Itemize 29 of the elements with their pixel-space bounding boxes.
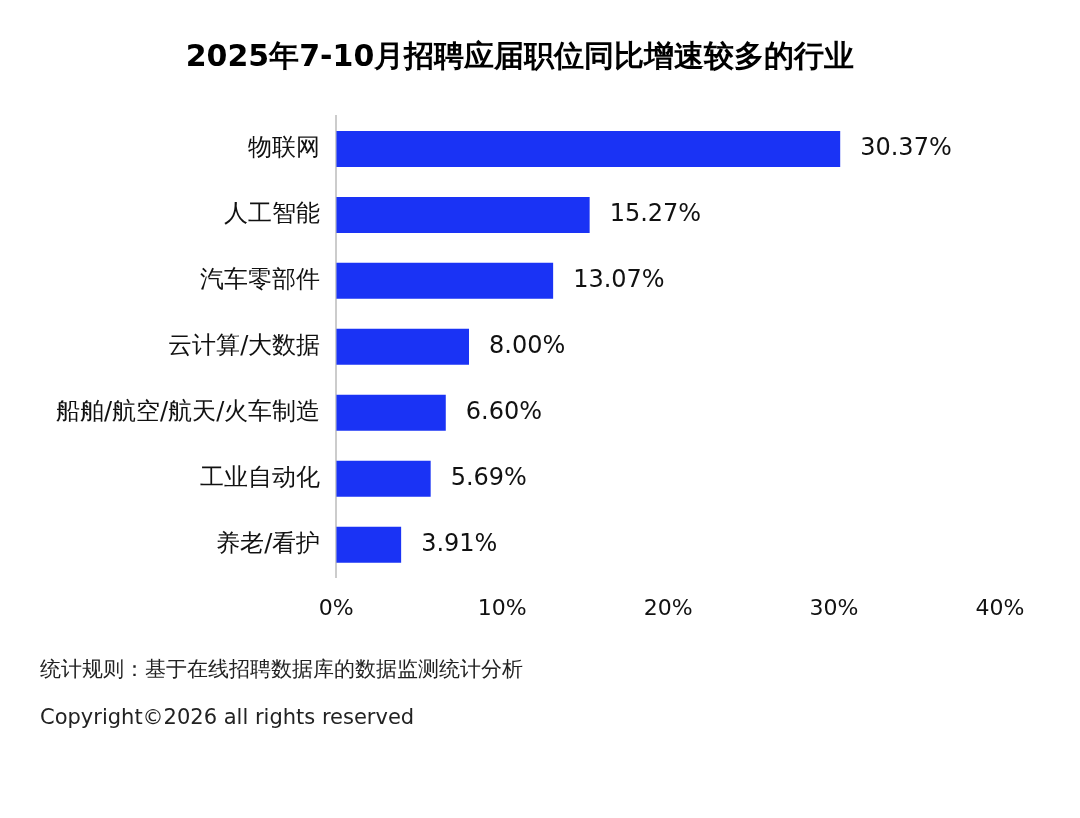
bar [336, 130, 841, 167]
bar [336, 196, 590, 233]
x-tick-label: 0% [318, 594, 354, 620]
y-tick-label: 云计算/大数据 [168, 331, 321, 360]
bar [336, 460, 431, 497]
bar [336, 526, 402, 563]
data-label: 8.00% [489, 331, 566, 360]
y-tick-label: 养老/看护 [216, 528, 321, 557]
data-label: 15.27% [609, 199, 702, 228]
y-tick-label: 人工智能 [224, 199, 321, 228]
x-tick-label: 10% [477, 594, 527, 620]
chart-title: 2025年7-10月招聘应届职位同比增速较多的行业 [185, 37, 855, 73]
y-tick-label: 物联网 [248, 133, 321, 162]
data-label: 6.60% [465, 396, 543, 425]
text: Copyright©2026 all rights reserved [40, 705, 416, 729]
x-tick-label: 20% [643, 594, 693, 620]
x-tick-label: 30% [809, 594, 859, 620]
y-tick-label: 汽车零部件 [200, 265, 321, 294]
y-tick-label: 船舶/航空/航天/火车制造 [55, 396, 321, 425]
x-tick-label: 40% [975, 594, 1025, 620]
bar [336, 394, 446, 431]
data-label: 5.69% [450, 462, 527, 491]
data-label: 3.91% [421, 528, 498, 557]
data-label: 13.07% [573, 265, 665, 294]
text: 统计规则：基于在线招聘数据库的数据监测统计分析 [40, 656, 524, 683]
y-tick-label: 工业自动化 [200, 462, 321, 491]
bar [336, 328, 470, 365]
data-label: 30.37% [860, 133, 952, 162]
bar [336, 262, 554, 299]
